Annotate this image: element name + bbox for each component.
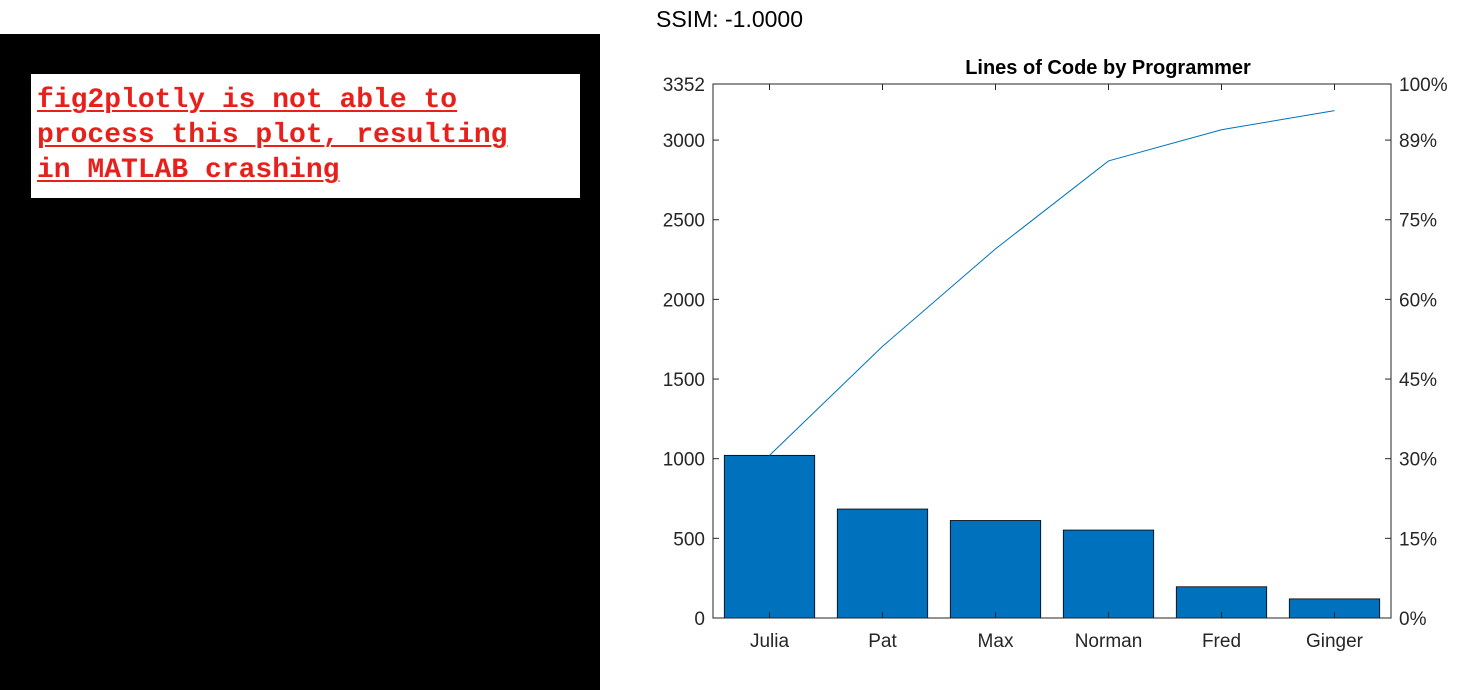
axes-layer: 0 500 1000 1500 2000 2500 3000 3352 0% 15% 30% 45% 6… <box>663 75 1448 652</box>
bar-julia <box>723 454 816 619</box>
x-tick-label: Norman <box>1075 631 1143 652</box>
bar-max <box>949 520 1042 619</box>
error-line-3: in MATLAB crashing <box>37 155 340 186</box>
error-message-box: fig2plotly is not able to process this p… <box>31 74 580 198</box>
pareto-chart: Lines of Code by Programmer 0 500 1000 1500… <box>663 57 1448 652</box>
error-line-2: process this plot, resulting <box>37 120 508 151</box>
bars-layer <box>723 454 1381 619</box>
x-tick-label: Max <box>978 631 1014 652</box>
y-tick-label: 500 <box>673 529 705 550</box>
bar-pat <box>836 508 929 619</box>
y-tick-label: 3352 <box>663 75 705 96</box>
y2-tick-label: 45% <box>1399 370 1437 391</box>
y-tick-label: 2000 <box>663 290 705 311</box>
y-tick-label: 1500 <box>663 370 705 391</box>
y2-tick-label: 75% <box>1399 211 1437 232</box>
x-tick-label: Julia <box>750 631 790 652</box>
x-tick-label: Pat <box>868 631 897 652</box>
y2-tick-label: 100% <box>1399 75 1448 96</box>
ssim-label: SSIM: -1.0000 <box>656 6 804 32</box>
error-line-1: fig2plotly is not able to <box>37 85 458 116</box>
cumulative-line-layer <box>769 110 1335 456</box>
y2-tick-label: 0% <box>1399 609 1427 630</box>
plot-frame <box>712 83 1392 619</box>
y2-tick-label: 15% <box>1399 529 1437 550</box>
y-tick-label: 2500 <box>663 211 705 232</box>
y-tick-label: 1000 <box>663 450 705 471</box>
y2-tick-label: 30% <box>1399 450 1437 471</box>
chart-title: Lines of Code by Programmer <box>965 57 1251 79</box>
cumulative-line <box>769 110 1335 456</box>
y2-tick-label: 89% <box>1399 131 1437 152</box>
x-tick-label: Fred <box>1202 631 1241 652</box>
y2-tick-label: 60% <box>1399 290 1437 311</box>
y-tick-label: 3000 <box>663 131 705 152</box>
y-tick-label: 0 <box>694 609 705 630</box>
x-tick-label: Ginger <box>1306 631 1364 652</box>
bar-norman <box>1062 529 1155 619</box>
